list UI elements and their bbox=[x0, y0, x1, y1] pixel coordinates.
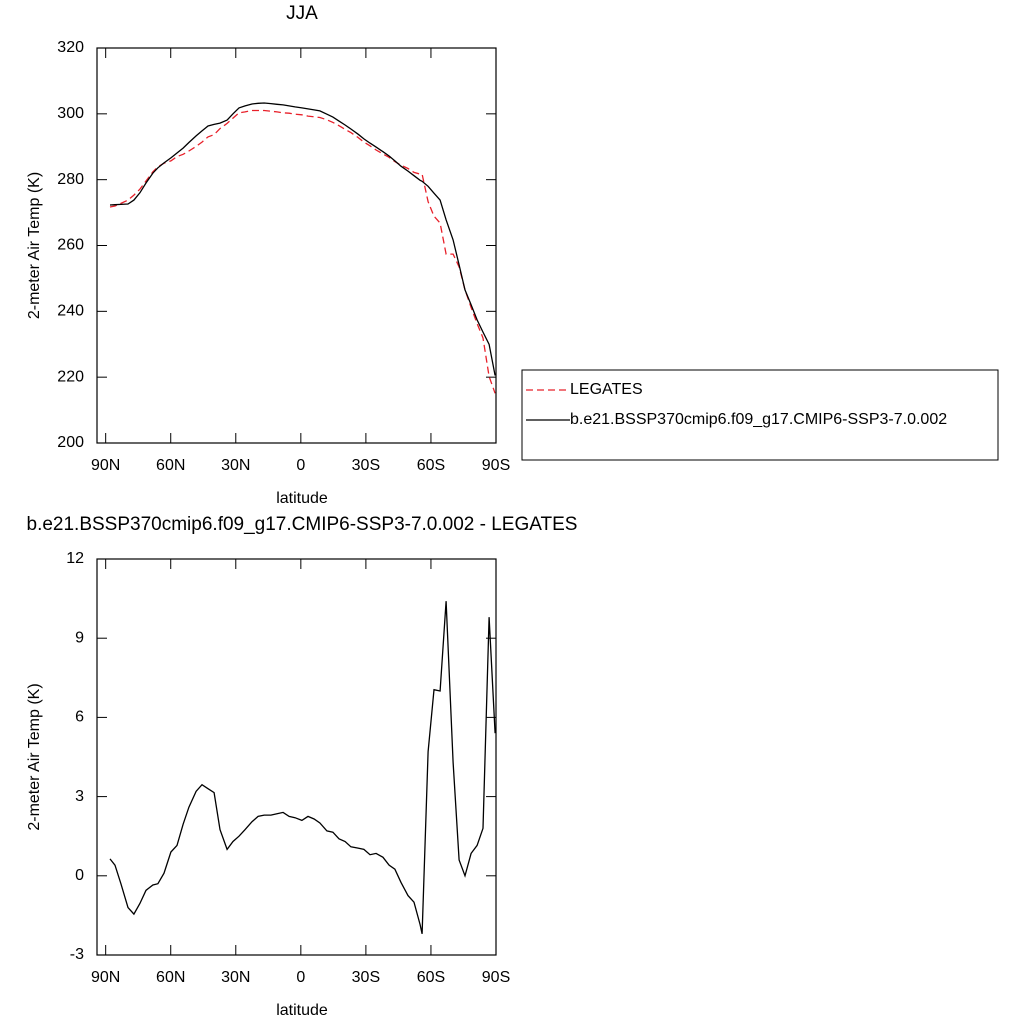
x-tick-label: 90S bbox=[482, 457, 510, 474]
y-tick-label: 200 bbox=[57, 434, 84, 451]
legend-label: b.e21.BSSP370cmip6.f09_g17.CMIP6-SSP3-7.… bbox=[570, 411, 947, 428]
legend-label: LEGATES bbox=[570, 381, 643, 398]
x-tick-label: 30N bbox=[221, 969, 250, 986]
y-axis-label: 2-meter Air Temp (K) bbox=[26, 172, 43, 319]
y-tick-label: -3 bbox=[70, 946, 84, 963]
x-tick-label: 60N bbox=[156, 457, 185, 474]
x-tick-label: 60S bbox=[417, 457, 445, 474]
x-tick-label: 30S bbox=[352, 457, 380, 474]
x-tick-label: 30S bbox=[352, 969, 380, 986]
y-tick-label: 240 bbox=[57, 303, 84, 320]
x-tick-label: 90N bbox=[91, 969, 120, 986]
x-axis-label: latitude bbox=[276, 1002, 328, 1019]
y-tick-label: 260 bbox=[57, 237, 84, 254]
data-line bbox=[109, 109, 496, 394]
plot-frame bbox=[96, 558, 497, 956]
legend-box bbox=[521, 369, 999, 461]
x-tick-label: 90S bbox=[482, 969, 510, 986]
plot-frame bbox=[96, 47, 497, 444]
x-tick-label: 60N bbox=[156, 969, 185, 986]
y-tick-label: 320 bbox=[57, 39, 84, 56]
data-line bbox=[109, 102, 496, 376]
y-tick-label: 280 bbox=[57, 171, 84, 188]
chart-title: b.e21.BSSP370cmip6.f09_g17.CMIP6-SSP3-7.… bbox=[27, 514, 578, 535]
y-tick-label: 3 bbox=[75, 788, 84, 805]
y-tick-label: 220 bbox=[57, 368, 84, 385]
y-tick-label: 0 bbox=[75, 867, 84, 884]
x-tick-label: 30N bbox=[221, 457, 250, 474]
y-axis-label: 2-meter Air Temp (K) bbox=[26, 683, 43, 830]
x-tick-label: 60S bbox=[417, 969, 445, 986]
chart-title: JJA bbox=[286, 3, 318, 24]
y-tick-label: 300 bbox=[57, 105, 84, 122]
x-axis-label: latitude bbox=[276, 490, 328, 507]
y-tick-label: 12 bbox=[66, 550, 84, 567]
x-tick-label: 0 bbox=[296, 969, 305, 986]
y-tick-label: 6 bbox=[75, 709, 84, 726]
x-tick-label: 90N bbox=[91, 457, 120, 474]
x-tick-label: 0 bbox=[296, 457, 305, 474]
y-tick-label: 9 bbox=[75, 629, 84, 646]
data-line bbox=[109, 601, 496, 935]
